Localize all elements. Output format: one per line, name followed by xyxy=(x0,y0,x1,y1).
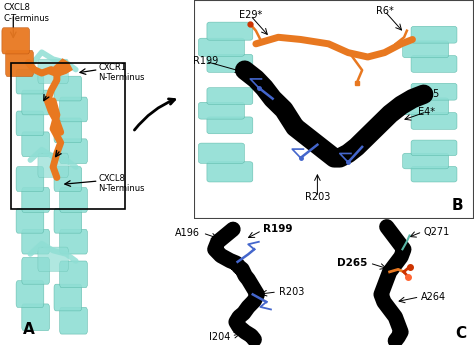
Text: D265: D265 xyxy=(413,89,439,99)
Text: R6*: R6* xyxy=(375,6,393,16)
FancyBboxPatch shape xyxy=(16,69,44,94)
FancyBboxPatch shape xyxy=(16,111,44,136)
Text: R199: R199 xyxy=(193,56,218,66)
FancyBboxPatch shape xyxy=(16,167,44,191)
Text: B: B xyxy=(451,198,463,213)
FancyBboxPatch shape xyxy=(60,261,87,288)
FancyBboxPatch shape xyxy=(411,83,457,100)
Bar xyxy=(11,63,125,209)
Text: E29*: E29* xyxy=(238,10,262,20)
FancyBboxPatch shape xyxy=(22,258,49,284)
Text: A264: A264 xyxy=(421,292,446,302)
FancyBboxPatch shape xyxy=(411,166,457,182)
FancyBboxPatch shape xyxy=(207,22,253,40)
FancyBboxPatch shape xyxy=(38,247,68,271)
Text: Q271: Q271 xyxy=(424,227,450,237)
FancyBboxPatch shape xyxy=(207,117,253,134)
FancyBboxPatch shape xyxy=(16,208,44,233)
Polygon shape xyxy=(47,59,72,77)
FancyBboxPatch shape xyxy=(2,28,29,54)
Text: R203: R203 xyxy=(279,287,304,297)
FancyBboxPatch shape xyxy=(54,118,82,143)
Text: CXCL8
C-Terminus: CXCL8 C-Terminus xyxy=(4,3,50,23)
FancyBboxPatch shape xyxy=(411,112,457,129)
Text: D265: D265 xyxy=(337,258,367,268)
Text: C: C xyxy=(456,326,466,341)
FancyBboxPatch shape xyxy=(38,153,68,177)
FancyBboxPatch shape xyxy=(411,26,457,43)
Text: CXCL8
N-Terminus: CXCL8 N-Terminus xyxy=(99,174,145,193)
Text: R203: R203 xyxy=(305,192,330,202)
FancyBboxPatch shape xyxy=(22,90,49,115)
FancyBboxPatch shape xyxy=(6,50,33,77)
FancyBboxPatch shape xyxy=(54,284,82,311)
FancyBboxPatch shape xyxy=(22,188,49,212)
FancyBboxPatch shape xyxy=(22,229,49,254)
Text: A: A xyxy=(23,322,34,337)
FancyBboxPatch shape xyxy=(16,281,44,307)
FancyBboxPatch shape xyxy=(207,162,253,182)
FancyBboxPatch shape xyxy=(60,97,87,122)
FancyBboxPatch shape xyxy=(60,188,87,212)
FancyBboxPatch shape xyxy=(199,102,245,119)
FancyBboxPatch shape xyxy=(60,307,87,334)
FancyBboxPatch shape xyxy=(199,38,245,56)
FancyBboxPatch shape xyxy=(199,143,245,163)
FancyBboxPatch shape xyxy=(22,304,49,331)
FancyBboxPatch shape xyxy=(60,139,87,164)
FancyBboxPatch shape xyxy=(411,140,457,156)
Text: I204: I204 xyxy=(209,332,230,342)
FancyBboxPatch shape xyxy=(22,132,49,157)
FancyBboxPatch shape xyxy=(54,167,82,191)
FancyBboxPatch shape xyxy=(403,41,448,58)
FancyBboxPatch shape xyxy=(54,76,82,101)
Text: CXCR1
N-Terminus: CXCR1 N-Terminus xyxy=(99,63,145,82)
Text: A196: A196 xyxy=(174,228,200,238)
FancyBboxPatch shape xyxy=(38,59,68,84)
FancyBboxPatch shape xyxy=(207,54,253,72)
Text: R199: R199 xyxy=(264,224,293,234)
FancyBboxPatch shape xyxy=(403,153,448,169)
FancyBboxPatch shape xyxy=(54,208,82,233)
Text: E4*: E4* xyxy=(418,107,435,117)
FancyBboxPatch shape xyxy=(403,98,448,115)
FancyBboxPatch shape xyxy=(207,88,253,104)
FancyBboxPatch shape xyxy=(411,56,457,72)
FancyBboxPatch shape xyxy=(60,229,87,254)
